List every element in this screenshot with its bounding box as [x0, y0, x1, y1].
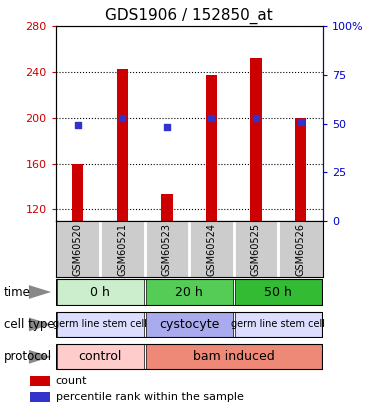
- Text: 0 h: 0 h: [90, 286, 110, 298]
- Text: germ line stem cell: germ line stem cell: [231, 320, 325, 329]
- Text: GSM60526: GSM60526: [296, 223, 305, 275]
- Polygon shape: [29, 318, 51, 331]
- Text: protocol: protocol: [4, 350, 52, 363]
- Text: GSM60525: GSM60525: [251, 222, 261, 276]
- FancyBboxPatch shape: [234, 279, 322, 305]
- Text: cystocyte: cystocyte: [159, 318, 219, 331]
- Text: GSM60520: GSM60520: [73, 223, 83, 275]
- Text: count: count: [56, 376, 87, 386]
- Text: 50 h: 50 h: [264, 286, 292, 298]
- Bar: [30, 392, 50, 402]
- Title: GDS1906 / 152850_at: GDS1906 / 152850_at: [105, 7, 273, 23]
- FancyBboxPatch shape: [145, 279, 233, 305]
- Text: germ line stem cell: germ line stem cell: [53, 320, 147, 329]
- Bar: [72, 164, 83, 221]
- Point: [298, 118, 303, 125]
- FancyBboxPatch shape: [145, 344, 322, 369]
- Text: control: control: [79, 350, 122, 363]
- Polygon shape: [29, 350, 51, 364]
- Bar: [206, 75, 217, 221]
- Point: [253, 115, 259, 121]
- Text: 20 h: 20 h: [175, 286, 203, 298]
- Text: bam induced: bam induced: [193, 350, 275, 363]
- Point: [119, 115, 125, 121]
- FancyBboxPatch shape: [56, 344, 144, 369]
- FancyBboxPatch shape: [234, 312, 322, 337]
- Point: [75, 122, 81, 129]
- Text: GSM60523: GSM60523: [162, 223, 172, 275]
- Point: [209, 115, 214, 121]
- Bar: [161, 194, 173, 221]
- FancyBboxPatch shape: [145, 312, 233, 337]
- Bar: [117, 68, 128, 221]
- Text: GSM60524: GSM60524: [207, 223, 216, 275]
- FancyBboxPatch shape: [56, 312, 144, 337]
- Bar: [30, 376, 50, 386]
- Polygon shape: [29, 285, 51, 299]
- Text: time: time: [4, 286, 30, 298]
- Text: GSM60521: GSM60521: [118, 223, 127, 275]
- Text: percentile rank within the sample: percentile rank within the sample: [56, 392, 243, 402]
- Point: [164, 124, 170, 131]
- Text: cell type: cell type: [4, 318, 54, 331]
- FancyBboxPatch shape: [56, 279, 144, 305]
- Bar: [250, 58, 262, 221]
- Bar: [295, 118, 306, 221]
